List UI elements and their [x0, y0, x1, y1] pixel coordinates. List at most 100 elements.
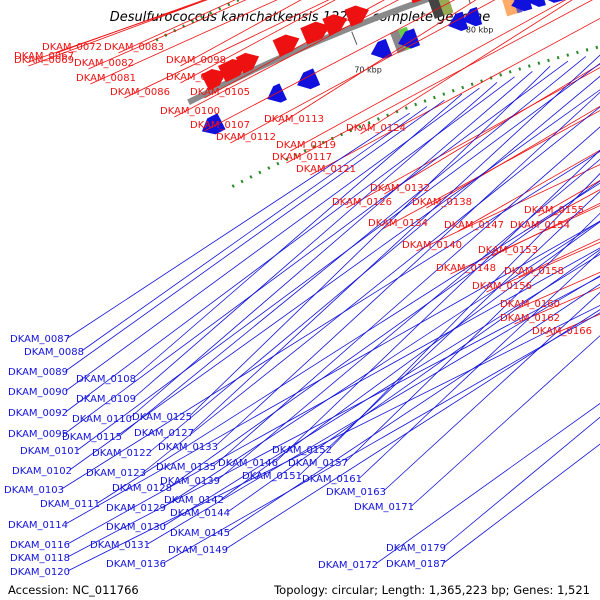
reverse-gene-label: DKAM_0108	[76, 374, 136, 385]
forward-gene-label: DKAM_0132	[370, 183, 430, 194]
reverse-leader-line	[191, 54, 600, 433]
rna-or-gene-block	[438, 0, 454, 16]
forward-gene-label: DKAM_0126	[332, 197, 392, 208]
reverse-gene-label: DKAM_0145	[170, 528, 230, 539]
reverse-gene-label: DKAM_0123	[86, 468, 146, 479]
forward-gene-label: DKAM_0117	[272, 152, 332, 163]
reverse-gene-arrow	[511, 0, 533, 12]
forward-gene-label: DKAM_0100	[160, 106, 220, 117]
forward-leader-line	[28, 0, 208, 63]
reverse-leader-line	[67, 112, 410, 339]
forward-gene-arrow	[201, 69, 226, 91]
reverse-gene-label: DKAM_0110	[72, 414, 132, 425]
reverse-leader-line	[65, 76, 515, 413]
forward-gene-label: DKAM_0162	[500, 313, 560, 324]
reverse-gene-label: DKAM_0095	[8, 429, 68, 440]
forward-gene-label: DKAM_0124	[346, 123, 406, 134]
reverse-leader-line	[163, 312, 600, 564]
forward-gene-label: DKAM_0153	[478, 245, 538, 256]
forward-gene-arrow	[411, 0, 423, 4]
forward-gene-label: DKAM_0067	[14, 51, 74, 62]
reverse-leader-line	[299, 191, 600, 476]
label-leaders	[28, 0, 600, 572]
reverse-gene-label: DKAM_0114	[8, 520, 68, 531]
forward-leader-line	[346, 67, 600, 209]
reverse-leader-line	[225, 309, 600, 550]
scale-tick-mark	[468, 0, 471, 4]
reverse-leader-line	[169, 180, 600, 488]
forward-gene-label: DKAM_0081	[76, 73, 136, 84]
reverse-gene-label: DKAM_0109	[76, 394, 136, 405]
reverse-gene-arrow	[547, 0, 565, 3]
reverse-leader-line	[163, 220, 600, 508]
reverse-leader-line	[65, 60, 569, 434]
reverse-leader-line	[77, 62, 600, 451]
reverse-leader-line	[81, 106, 428, 352]
reverse-gene-label: DKAM_0115	[62, 432, 122, 443]
forward-leader-line	[310, 17, 600, 176]
forward-gene-arrow	[272, 34, 300, 57]
reverse-gene-label: DKAM_0136	[106, 559, 166, 570]
forward-gene-label: DKAM_0160	[500, 299, 560, 310]
reverse-gene-label: DKAM_0131	[90, 540, 150, 551]
forward-leader-line	[88, 0, 247, 70]
reverse-leader-line	[149, 75, 600, 453]
forward-gene-label: DKAM_0086	[110, 87, 170, 98]
reverse-leader-line	[359, 251, 600, 479]
reverse-leader-line	[443, 443, 600, 564]
forward-gene-label: DKAM_0148	[436, 263, 496, 274]
forward-gene-label: DKAM_0154	[510, 220, 570, 231]
forward-leader-line	[524, 189, 600, 232]
reverse-leader-line	[163, 253, 600, 527]
reverse-gene-label: DKAM_0146	[218, 458, 278, 469]
forward-gene-label: DKAM_0098	[166, 55, 226, 66]
reverse-gene-label: DKAM_0089	[8, 367, 68, 378]
reverse-gene-label: DKAM_0133	[158, 442, 218, 453]
reverse-gene-label: DKAM_0087	[10, 334, 70, 345]
topology-label: Topology: circular; Length: 1,365,223 bp…	[274, 583, 590, 597]
reverse-leader-line	[147, 275, 600, 545]
forward-leader-line	[174, 0, 399, 118]
scale-tick-label: 80 kbp	[466, 25, 494, 34]
reverse-leader-line	[143, 106, 600, 473]
reverse-gene-label: DKAM_0127	[134, 428, 194, 439]
forward-gene-label: DKAM_0119	[276, 140, 336, 151]
reverse-gene-arrow	[526, 0, 546, 8]
scale-tick-label: 70 kbp	[354, 66, 382, 75]
forward-gene-label: DKAM_0134	[368, 218, 428, 229]
forward-leader-line	[28, 0, 208, 67]
forward-leader-line	[382, 110, 600, 230]
reverse-gene-label: DKAM_0128	[112, 483, 172, 494]
forward-leader-line	[230, 0, 496, 144]
forward-leader-line	[360, 0, 573, 135]
reverse-gene-label: DKAM_0102	[12, 466, 72, 477]
reverse-leader-line	[227, 249, 600, 513]
rna-or-gene-block	[507, 0, 518, 15]
reverse-gene-label: DKAM_0122	[92, 448, 152, 459]
reverse-gene-label: DKAM_0161	[302, 474, 362, 485]
reverse-leader-line	[67, 276, 600, 558]
forward-gene-label: DKAM_0069	[14, 55, 74, 66]
reverse-leader-line	[69, 89, 600, 471]
reverse-gene-label: DKAM_0129	[106, 503, 166, 514]
reverse-leader-line	[275, 149, 600, 463]
reverse-gene-label: DKAM_0151	[242, 471, 302, 482]
reverse-leader-line	[67, 304, 600, 572]
reverse-leader-line	[329, 173, 600, 450]
reverse-leader-line	[97, 182, 600, 504]
reverse-gene-label: DKAM_0103	[4, 485, 64, 496]
reverse-gene-label: DKAM_0092	[8, 408, 68, 419]
forward-leader-line	[458, 149, 600, 232]
reverse-leader-line	[227, 283, 600, 533]
reverse-leader-line	[217, 158, 600, 481]
reverse-leader-line	[345, 212, 600, 463]
forward-leader-line	[416, 164, 600, 252]
forward-leader-line	[56, 0, 205, 54]
forward-gene-arrow	[300, 21, 330, 45]
forward-leader-line	[124, 0, 330, 99]
reverse-gene-label: DKAM_0171	[354, 502, 414, 513]
reverse-leader-line	[65, 99, 445, 372]
reverse-gene-label: DKAM_0111	[40, 499, 100, 510]
forward-gene-label: DKAM_0158	[504, 266, 564, 277]
